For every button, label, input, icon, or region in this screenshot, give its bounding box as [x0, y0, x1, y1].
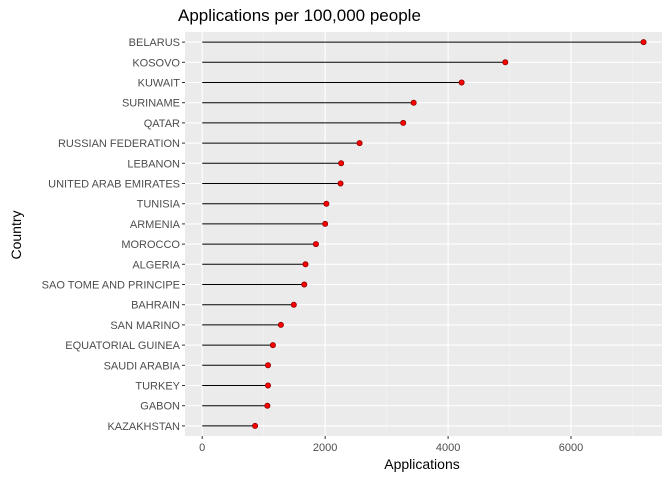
y-tick-label: TUNISIA — [137, 199, 181, 211]
lollipop-point — [400, 119, 407, 126]
y-tick-label: KOSOVO — [132, 57, 180, 69]
lollipop-point — [264, 382, 271, 389]
y-tick-label: UNITED ARAB EMIRATES — [48, 179, 180, 191]
lollipop-point — [302, 261, 309, 268]
y-tick-label: KUWAIT — [138, 78, 181, 90]
lollipop-point — [301, 281, 308, 288]
y-tick-label: QATAR — [144, 118, 180, 130]
lollipop-point — [264, 402, 271, 409]
y-tick-label: SAUDI ARABIA — [104, 360, 181, 372]
lollipop-point — [640, 39, 647, 46]
y-tick-label: ALGERIA — [132, 259, 180, 271]
lollipop-point — [252, 422, 259, 429]
lollipop-point — [356, 140, 363, 147]
lollipop-point — [338, 160, 345, 167]
lollipop-point — [290, 301, 297, 308]
lollipop-point — [410, 99, 417, 106]
y-tick-label: SURINAME — [122, 98, 180, 110]
lollipop-point — [458, 79, 465, 86]
y-tick-label: MOROCCO — [121, 239, 180, 251]
x-tick-label: 4000 — [436, 442, 460, 454]
plot-panel — [185, 32, 662, 436]
y-tick-label: SAN MARINO — [110, 320, 180, 332]
lollipop-point — [323, 200, 330, 207]
lollipop-point — [322, 220, 329, 227]
y-tick-label: GABON — [140, 401, 180, 413]
chart-title: Applications per 100,000 people — [178, 6, 421, 25]
lollipop-point — [264, 362, 271, 369]
lollipop-point — [502, 59, 509, 66]
y-tick-label: ARMENIA — [130, 219, 181, 231]
lollipop-point — [337, 180, 344, 187]
x-tick-label: 0 — [199, 442, 205, 454]
y-tick-label: SAO TOME AND PRINCIPE — [42, 280, 180, 292]
y-tick-label: LEBANON — [127, 158, 180, 170]
x-axis-label: Applications — [384, 456, 460, 472]
y-tick-label: RUSSIAN FEDERATION — [58, 138, 180, 150]
lollipop-point — [312, 241, 319, 248]
x-tick-label: 2000 — [313, 442, 337, 454]
lollipop-point — [269, 342, 276, 349]
lollipop-point — [277, 321, 284, 328]
y-tick-label: BAHRAIN — [131, 300, 180, 312]
y-tick-label: EQUATORIAL GUINEA — [65, 340, 180, 352]
y-tick-label: TURKEY — [135, 381, 180, 393]
y-tick-label: BELARUS — [129, 37, 180, 49]
y-tick-label: KAZAKHSTAN — [107, 421, 180, 433]
x-tick-label: 6000 — [559, 442, 583, 454]
